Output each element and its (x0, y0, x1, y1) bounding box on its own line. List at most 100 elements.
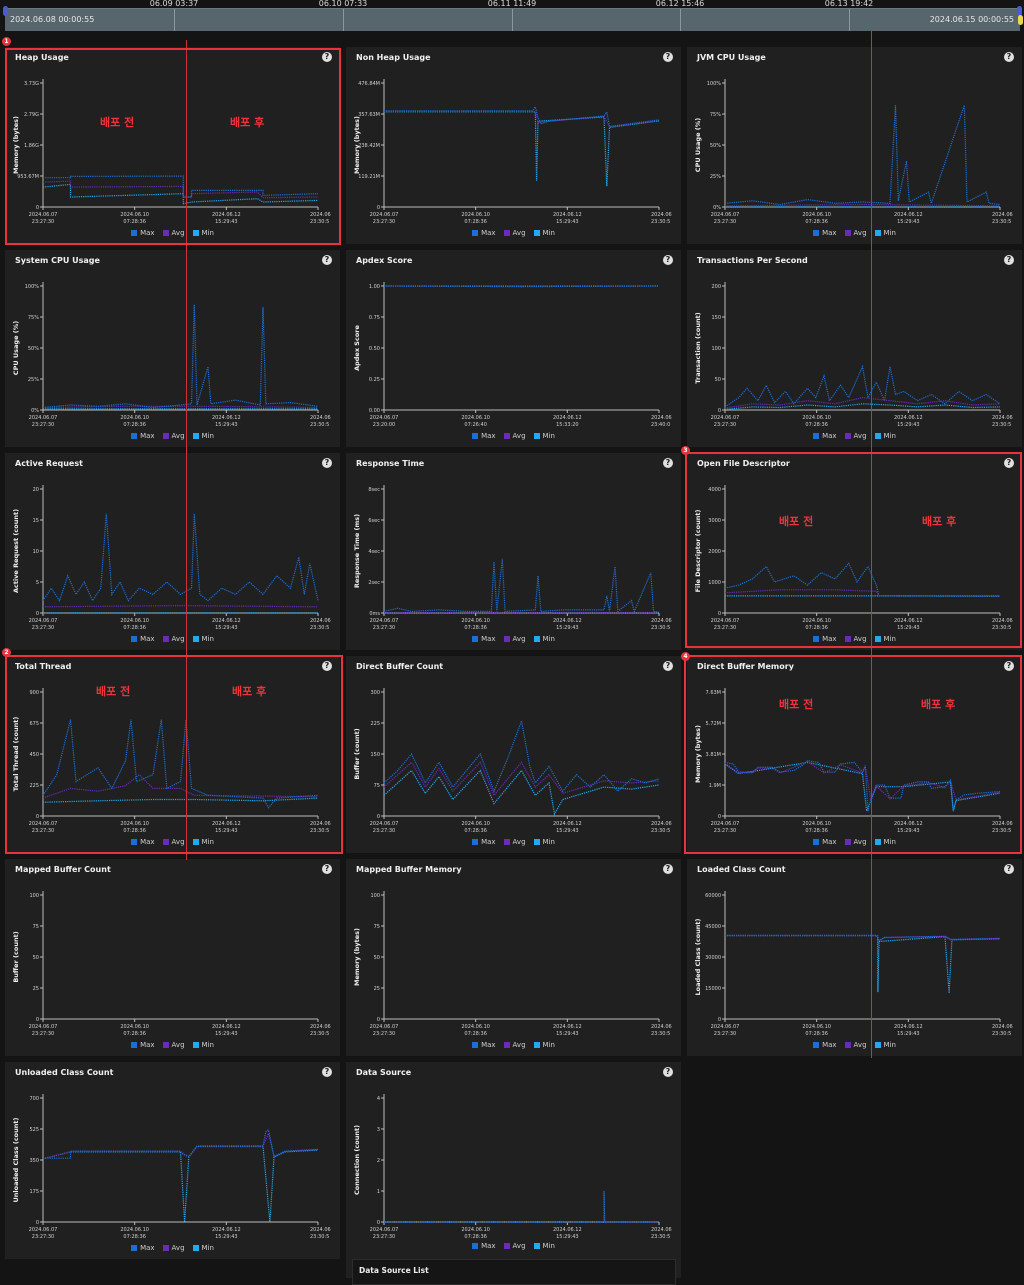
legend-item-max[interactable]: Max (813, 229, 836, 237)
range-end-knob[interactable] (1018, 15, 1023, 25)
legend-swatch (163, 839, 169, 845)
x-tick-label: 15:29:43 (556, 1234, 578, 1240)
legend-item-max[interactable]: Max (472, 1041, 495, 1049)
legend-item-avg[interactable]: Avg (504, 1041, 526, 1049)
series-max-line (384, 107, 659, 127)
x-tick-label: 07:28:36 (464, 219, 486, 225)
x-tick-label: 23:30:5 (992, 625, 1011, 631)
legend-item-max[interactable]: Max (131, 229, 154, 237)
legend-item-min[interactable]: Min (534, 1242, 555, 1250)
x-tick-label: 2024.06.12 (894, 821, 923, 827)
legend-item-min[interactable]: Min (534, 432, 555, 440)
legend-item-avg[interactable]: Avg (504, 838, 526, 846)
legend-item-min[interactable]: Min (193, 838, 214, 846)
x-tick-label: 23:27:30 (714, 625, 736, 631)
legend-item-min[interactable]: Min (875, 1041, 896, 1049)
before-deploy-label: 배포 전 (100, 114, 134, 130)
legend-item-avg[interactable]: Avg (163, 1041, 185, 1049)
legend-item-min[interactable]: Min (534, 229, 555, 237)
legend-item-min[interactable]: Min (193, 635, 214, 643)
legend-item-min[interactable]: Min (193, 229, 214, 237)
y-tick-label: 119.21M (358, 174, 380, 180)
before-deploy-label: 배포 전 (779, 696, 813, 712)
legend-item-avg[interactable]: Avg (163, 635, 185, 643)
legend-item-avg[interactable]: Avg (163, 432, 185, 440)
legend-item-avg[interactable]: Avg (845, 838, 867, 846)
legend-item-max[interactable]: Max (131, 1041, 154, 1049)
legend-item-max[interactable]: Max (131, 635, 154, 643)
y-tick-label: 2sec (368, 580, 380, 586)
legend-label: Avg (854, 432, 867, 440)
x-tick-label: 23:30:5 (310, 1234, 329, 1240)
range-start-handle[interactable] (3, 6, 8, 16)
legend-item-min[interactable]: Min (875, 635, 896, 643)
legend-item-max[interactable]: Max (813, 432, 836, 440)
x-tick-label: 2024.06 (992, 1024, 1013, 1030)
legend-item-min[interactable]: Min (534, 635, 555, 643)
y-tick-label: 5.72M (706, 721, 721, 727)
legend-label: Max (481, 1242, 495, 1250)
legend-item-avg[interactable]: Avg (845, 229, 867, 237)
legend-item-max[interactable]: Max (472, 838, 495, 846)
chart-direct-buffer-memory: Memory (bytes)01.9M3.81M5.72M7.63M2024.0… (687, 656, 1022, 838)
legend-item-avg[interactable]: Avg (504, 635, 526, 643)
legend-item-max[interactable]: Max (131, 1244, 154, 1252)
legend-label: Max (822, 635, 836, 643)
legend-item-avg[interactable]: Avg (504, 229, 526, 237)
legend-item-max[interactable]: Max (813, 635, 836, 643)
x-tick-label: 23:30:5 (310, 219, 329, 225)
y-tick-label: 45000 (705, 924, 721, 930)
legend-item-max[interactable]: Max (813, 838, 836, 846)
legend-item-max[interactable]: Max (472, 1242, 495, 1250)
y-tick-label: 3.73G (24, 81, 39, 87)
x-tick-label: 23:27:30 (373, 625, 395, 631)
chart-legend: Max Avg Min (346, 229, 681, 237)
legend-item-min[interactable]: Min (875, 432, 896, 440)
legend-item-avg[interactable]: Avg (845, 1041, 867, 1049)
x-tick-label: 07:28:36 (805, 219, 827, 225)
legend-item-max[interactable]: Max (813, 1041, 836, 1049)
legend-item-min[interactable]: Min (193, 1041, 214, 1049)
x-tick-label: 23:27:30 (714, 422, 736, 428)
legend-item-min[interactable]: Min (875, 229, 896, 237)
legend-item-min[interactable]: Min (534, 1041, 555, 1049)
legend-swatch (163, 1042, 169, 1048)
legend-item-avg[interactable]: Avg (163, 1244, 185, 1252)
legend-swatch (131, 636, 137, 642)
y-tick-label: 0 (377, 1220, 380, 1226)
y-tick-label: 0 (36, 205, 39, 211)
legend-swatch (534, 1243, 540, 1249)
time-range-slider[interactable]: 2024.06.08 00:00:55 2024.06.15 00:00:55 (5, 8, 1020, 31)
series-max-line (384, 721, 659, 791)
legend-item-avg[interactable]: Avg (504, 432, 526, 440)
timeline-start-time: 2024.06.08 00:00:55 (10, 15, 94, 24)
legend-item-max[interactable]: Max (472, 229, 495, 237)
series-max-line (384, 1191, 659, 1222)
x-tick-label: 23:30:5 (310, 828, 329, 834)
legend-item-max[interactable]: Max (131, 432, 154, 440)
legend-label: Max (822, 229, 836, 237)
legend-item-min[interactable]: Min (193, 432, 214, 440)
legend-item-max[interactable]: Max (131, 838, 154, 846)
legend-item-max[interactable]: Max (472, 635, 495, 643)
x-tick-label: 15:29:43 (215, 828, 237, 834)
chart-heap-usage: Memory (bytes)0953.67M1.86G2.79G3.73G202… (5, 47, 340, 229)
legend-item-avg[interactable]: Avg (504, 1242, 526, 1250)
y-tick-label: 50 (715, 377, 721, 383)
y-tick-label: 150 (370, 752, 380, 758)
y-tick-label: 60000 (705, 893, 721, 899)
legend-item-min[interactable]: Min (534, 838, 555, 846)
legend-item-avg[interactable]: Avg (163, 229, 185, 237)
legend-item-min[interactable]: Min (193, 1244, 214, 1252)
legend-swatch (193, 1245, 199, 1251)
y-tick-label: 450 (29, 752, 39, 758)
legend-item-min[interactable]: Min (875, 838, 896, 846)
legend-item-avg[interactable]: Avg (163, 838, 185, 846)
legend-item-avg[interactable]: Avg (845, 432, 867, 440)
legend-item-avg[interactable]: Avg (845, 635, 867, 643)
legend-swatch (163, 636, 169, 642)
legend-item-max[interactable]: Max (472, 432, 495, 440)
